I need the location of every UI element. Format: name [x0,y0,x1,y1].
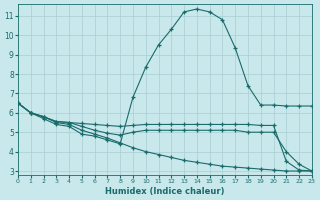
X-axis label: Humidex (Indice chaleur): Humidex (Indice chaleur) [105,187,225,196]
